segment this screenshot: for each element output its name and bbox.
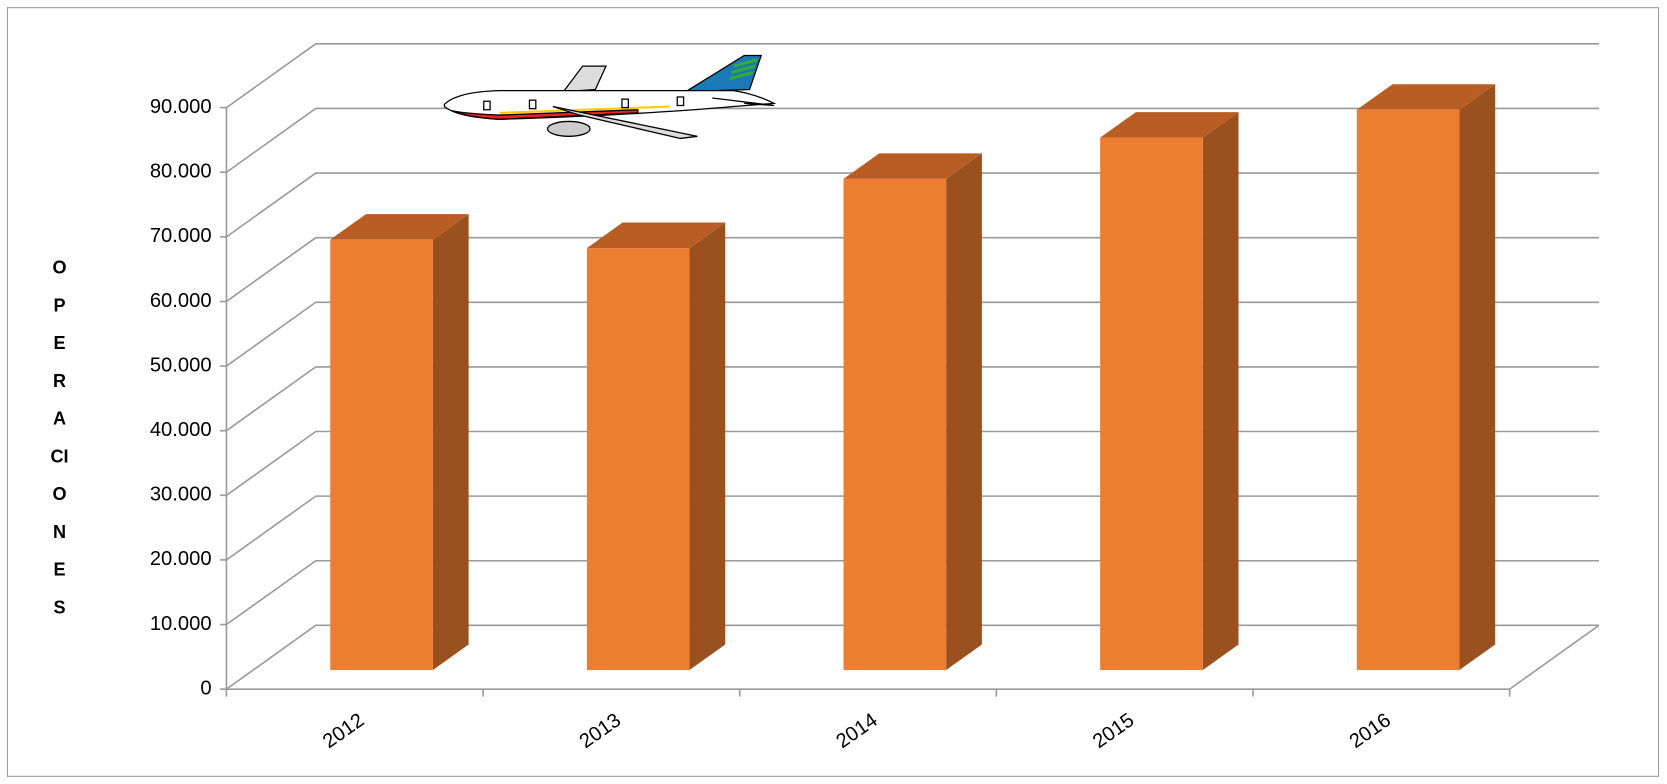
- bar-top: [1100, 112, 1239, 138]
- y-tick-label: 0: [200, 677, 211, 699]
- bar-top: [1356, 84, 1496, 110]
- bar-top: [330, 214, 469, 240]
- y-tick-label: 40.000: [150, 419, 212, 441]
- y-tick-label: 20.000: [150, 548, 212, 570]
- bar: [1100, 137, 1203, 671]
- y-axis-title-box: OPERACIONES: [50, 257, 69, 618]
- y-tick-label: 30.000: [150, 484, 212, 506]
- y-tick-label: 80.000: [150, 161, 212, 183]
- y-tick-label: 50.000: [150, 354, 212, 376]
- floor-right-edge: [1509, 624, 1600, 690]
- grid-line: [225, 107, 1599, 173]
- bar-side: [946, 153, 982, 671]
- y-axis-title: OPERACIONES: [50, 257, 69, 618]
- bar-side: [1202, 112, 1239, 671]
- bar-side: [689, 222, 726, 671]
- y-tick-label: 60.000: [150, 290, 212, 312]
- bar-side: [432, 214, 469, 671]
- y-tick-label: 70.000: [150, 225, 212, 247]
- bar: [1356, 109, 1460, 671]
- bar-top: [586, 222, 726, 249]
- bar-side: [1459, 84, 1496, 671]
- airplane-icon: [443, 54, 777, 140]
- bar: [843, 178, 947, 671]
- bar: [330, 239, 433, 671]
- grid-line: [225, 43, 1599, 109]
- y-tick-label: 90.000: [150, 96, 212, 118]
- bar-top: [843, 153, 982, 179]
- bar: [586, 248, 690, 671]
- y-tick-label: 10.000: [150, 613, 212, 635]
